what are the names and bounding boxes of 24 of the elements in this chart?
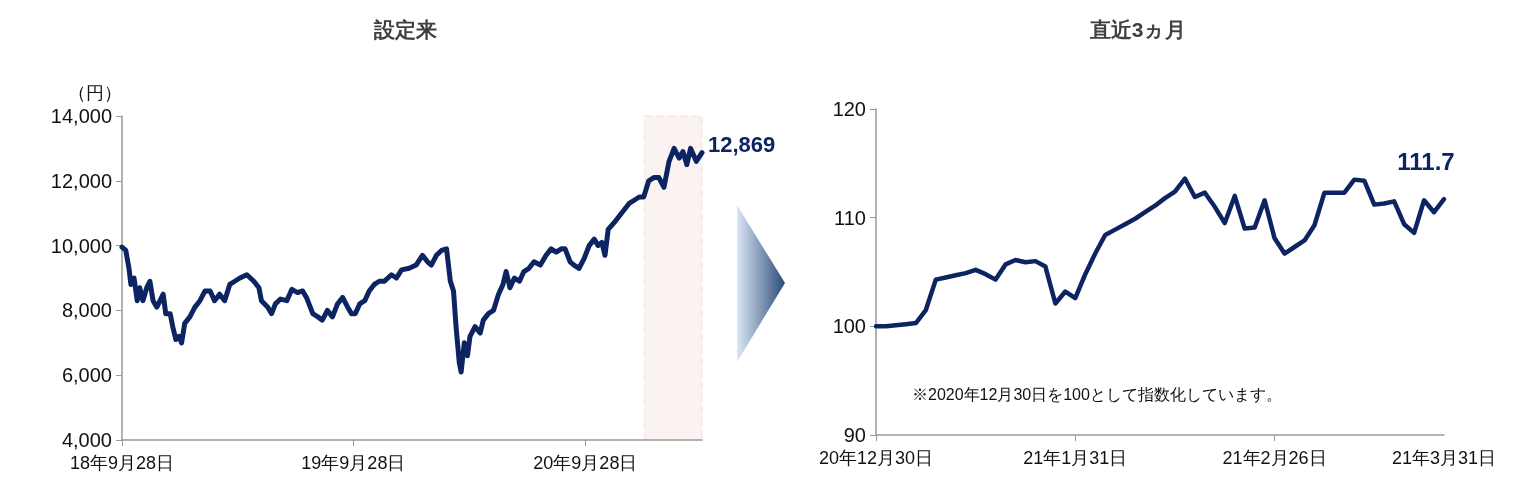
- y-tick-label: 90: [843, 424, 866, 446]
- data-label: 12,869: [708, 132, 776, 158]
- y-tick-label: 110: [834, 206, 866, 229]
- y-tick-label: 100: [832, 315, 866, 338]
- chart-title: 設定来: [372, 18, 437, 41]
- y-tick-label: 10,000: [50, 234, 112, 257]
- x-tick-label: 21年1月31日: [1023, 448, 1128, 468]
- y-tick-label: 6,000: [61, 364, 112, 387]
- x-tick-label: 18年9月28日: [69, 453, 175, 473]
- chart-title: 直近3ヵ月: [1088, 18, 1187, 41]
- x-tick-label: 20年12月30日: [818, 448, 934, 468]
- x-tick-label: 20年9月28日: [533, 453, 638, 473]
- y-tick-label: 8,000: [61, 299, 112, 322]
- x-tick-label: 21年3月31日: [1391, 448, 1497, 468]
- y-tick-label: 4,000: [61, 429, 112, 451]
- x-tick-label: 19年9月28日: [301, 453, 406, 473]
- y-axis-title: （円）: [68, 83, 122, 103]
- y-tick-label: 14,000: [50, 105, 112, 127]
- x-tick-label: 21年2月26日: [1222, 448, 1327, 468]
- line-series: [873, 176, 1447, 329]
- y-tick-label: 120: [832, 98, 866, 120]
- data-label: 111.7: [1397, 147, 1455, 175]
- y-tick-label: 12,000: [50, 169, 112, 192]
- annotation: ※2020年12月30日を100として指数化しています。: [912, 385, 1282, 403]
